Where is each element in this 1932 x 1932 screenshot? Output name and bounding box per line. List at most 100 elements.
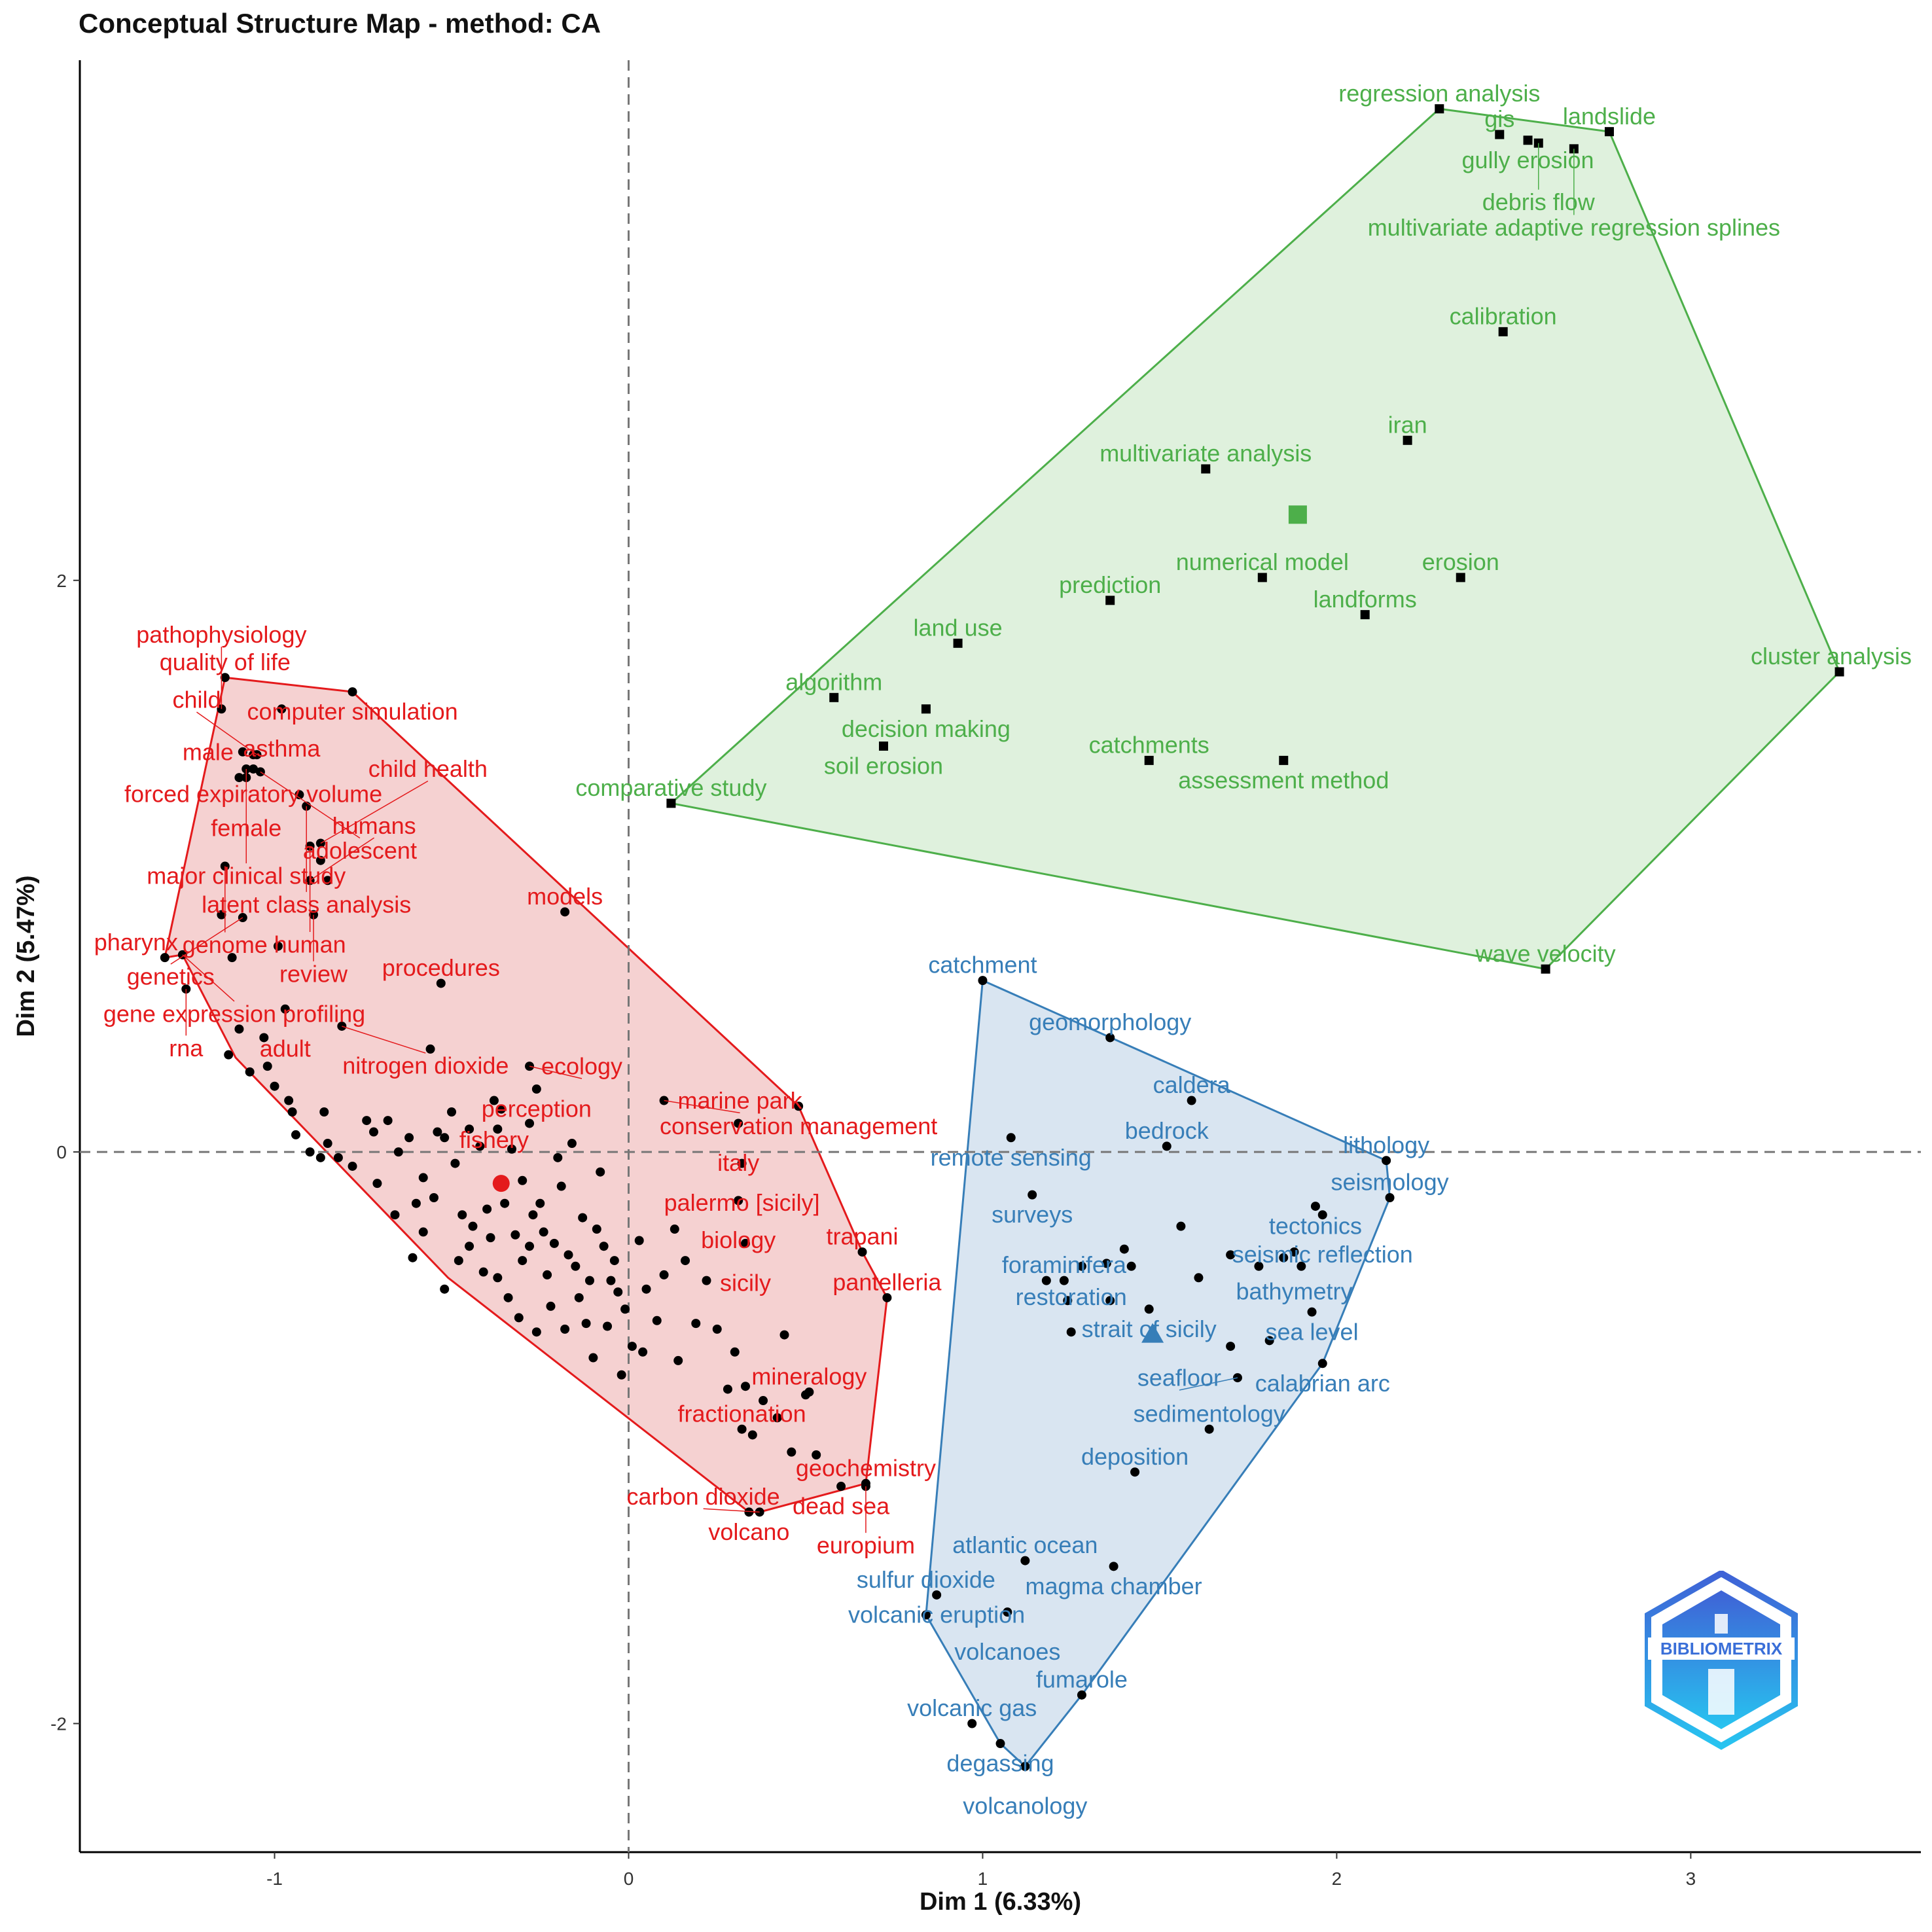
y-tick-label: 0: [56, 1142, 67, 1162]
data-point: [1144, 1304, 1154, 1314]
data-point: [1541, 964, 1550, 974]
data-point: [535, 1198, 545, 1208]
data-point: [482, 1204, 492, 1214]
x-tick-label: -1: [266, 1869, 283, 1889]
point-label: landslide: [1563, 103, 1656, 130]
data-point: [744, 1507, 754, 1517]
data-point: [556, 1181, 566, 1191]
data-point: [1006, 1133, 1016, 1143]
point-label: landforms: [1314, 586, 1417, 613]
data-point: [323, 876, 332, 885]
data-point: [588, 1353, 598, 1363]
data-point: [280, 1004, 290, 1014]
data-point: [1126, 1261, 1136, 1271]
data-point: [543, 1270, 552, 1279]
data-point: [245, 1067, 255, 1077]
data-point: [408, 1253, 418, 1262]
data-point: [500, 1198, 510, 1208]
point-label: sea level: [1265, 1318, 1358, 1345]
data-point: [503, 1293, 513, 1302]
data-point: [518, 1175, 528, 1185]
point-label: quality of life: [160, 649, 291, 675]
point-label: erosion: [1422, 548, 1499, 575]
data-point: [238, 747, 247, 757]
point-label: pharynx: [94, 929, 178, 956]
data-point: [571, 1261, 581, 1271]
data-point: [425, 1044, 435, 1054]
data-point: [525, 1118, 535, 1128]
point-label: forced expiratory volume: [124, 781, 382, 808]
data-point: [390, 1210, 400, 1220]
data-point: [234, 1024, 244, 1034]
y-tick-label: 2: [56, 571, 67, 591]
data-point: [1834, 667, 1844, 677]
logo-text: BIBLIOMETRIX: [1660, 1639, 1783, 1658]
label-leader-line: [1179, 1377, 1238, 1391]
data-point: [1130, 1467, 1140, 1477]
label-leader-line: [260, 771, 361, 839]
data-point: [1101, 1259, 1111, 1268]
data-point: [489, 1096, 499, 1105]
point-label: multivariate analysis: [1100, 440, 1312, 467]
data-point: [525, 1242, 535, 1251]
data-point: [641, 1284, 651, 1294]
data-point: [1194, 1273, 1204, 1283]
point-label: rna: [169, 1035, 204, 1062]
data-point: [1297, 1261, 1306, 1271]
data-point: [1041, 1276, 1051, 1285]
data-point: [691, 1319, 701, 1329]
data-point: [295, 790, 304, 800]
data-point: [673, 1355, 683, 1365]
point-label: adolescent: [303, 837, 417, 864]
point-label: bedrock: [1125, 1117, 1209, 1144]
point-label: magma chamber: [1026, 1573, 1202, 1600]
data-point: [1066, 1327, 1076, 1337]
data-point: [372, 1179, 382, 1189]
data-point: [1105, 1296, 1115, 1306]
point-label: catchment: [928, 952, 1037, 978]
data-point: [652, 1315, 662, 1325]
data-point: [617, 1370, 626, 1380]
point-label: humans: [332, 812, 416, 839]
point-label: bathymetry: [1236, 1278, 1352, 1305]
data-point: [1254, 1261, 1264, 1271]
data-point: [1063, 1296, 1073, 1306]
data-point: [712, 1324, 722, 1334]
data-point: [1385, 1192, 1395, 1202]
data-point: [829, 692, 839, 702]
data-point: [613, 1287, 623, 1297]
point-label: multivariate adaptive regression splines: [1368, 214, 1780, 241]
point-label: calabrian arc: [1255, 1370, 1390, 1397]
data-point: [1059, 1276, 1069, 1285]
data-point: [857, 1247, 867, 1257]
point-label: genetics: [127, 963, 215, 990]
y-axis-label: Dim 2 (5.47%): [12, 875, 40, 1037]
data-point: [305, 1147, 315, 1157]
data-point: [1226, 1342, 1236, 1351]
label-leader-line: [310, 837, 375, 881]
point-label: sedimentology: [1134, 1400, 1285, 1427]
cluster-centroid: [1288, 505, 1307, 524]
data-point: [1020, 1761, 1030, 1771]
data-point: [741, 1238, 751, 1248]
data-point: [560, 1324, 570, 1334]
data-point: [995, 1739, 1005, 1749]
data-point: [779, 1330, 789, 1340]
data-point: [1105, 596, 1115, 605]
data-point: [259, 1033, 269, 1043]
point-label: pathophysiology: [136, 621, 306, 648]
data-point: [638, 1347, 648, 1357]
data-point: [227, 953, 237, 963]
data-point: [493, 1273, 503, 1283]
data-point: [882, 1293, 892, 1302]
data-point: [284, 1096, 294, 1105]
data-point: [606, 1276, 616, 1285]
data-point: [323, 1139, 332, 1149]
point-label: restoration: [1016, 1283, 1127, 1310]
data-point: [418, 1173, 428, 1183]
point-label: trapani: [826, 1223, 898, 1250]
point-label: foraminifera: [1002, 1251, 1127, 1278]
point-label: volcanoes: [954, 1638, 1060, 1665]
label-leader-line: [170, 917, 243, 965]
